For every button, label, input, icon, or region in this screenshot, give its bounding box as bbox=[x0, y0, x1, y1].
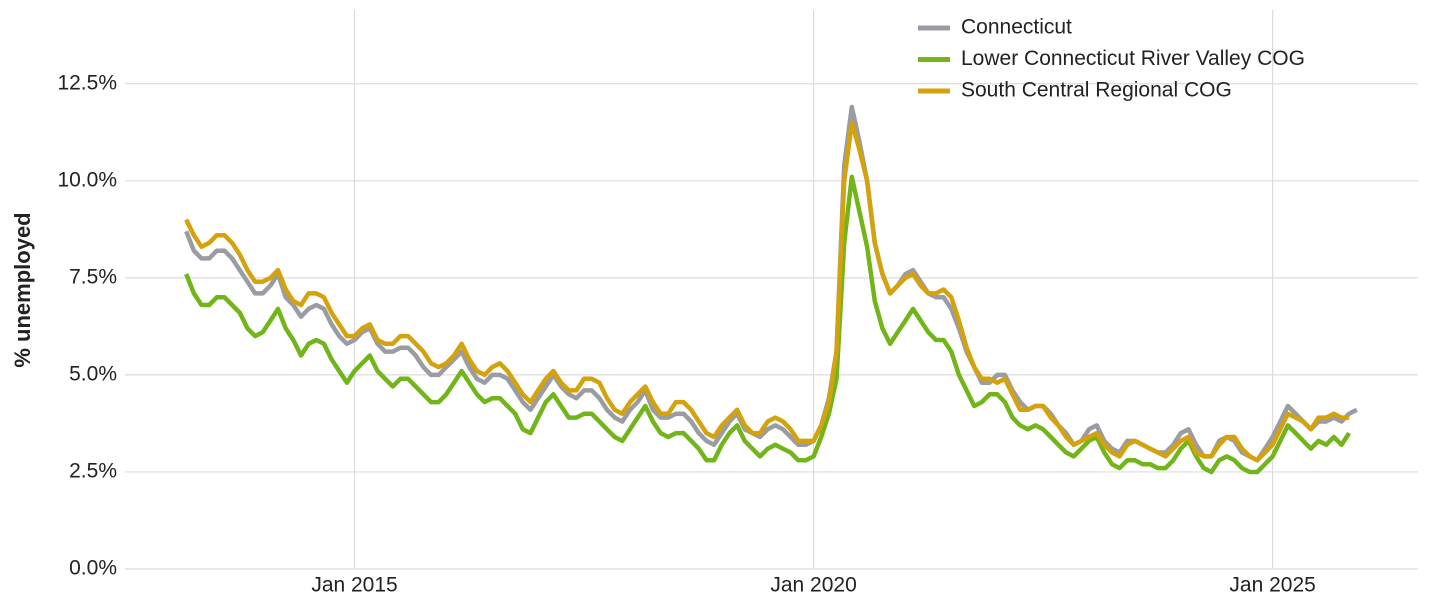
x-tick-label: Jan 2015 bbox=[311, 574, 397, 597]
series-line bbox=[184, 120, 1350, 463]
legend-label: South Central Regional COG bbox=[961, 79, 1232, 102]
legend-label: Lower Connecticut River Valley COG bbox=[961, 47, 1305, 70]
series-line bbox=[184, 104, 1358, 463]
y-tick-label: 7.5% bbox=[69, 265, 117, 288]
y-tick-label: 10.0% bbox=[57, 168, 117, 191]
series-line bbox=[184, 174, 1351, 475]
x-tick-label: Jan 2020 bbox=[770, 574, 856, 597]
y-tick-label: 0.0% bbox=[69, 557, 117, 580]
y-tick-label: 2.5% bbox=[69, 459, 117, 482]
y-tick-label: 12.5% bbox=[57, 71, 117, 94]
y-tick-label: 5.0% bbox=[69, 362, 117, 385]
x-tick-label: Jan 2025 bbox=[1229, 574, 1315, 597]
y-axis-title: % unemployed bbox=[10, 212, 35, 367]
legend-label: Connecticut bbox=[961, 16, 1072, 39]
